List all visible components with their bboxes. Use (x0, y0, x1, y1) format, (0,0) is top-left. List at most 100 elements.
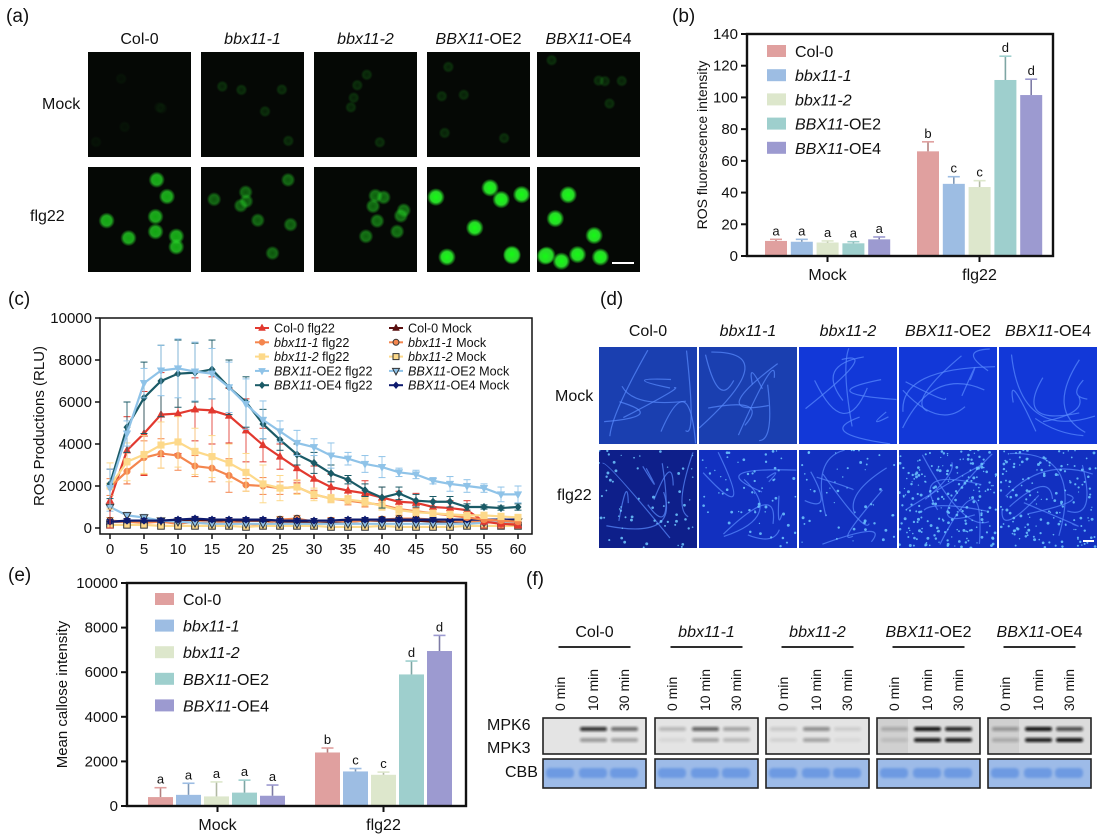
data-point-marker (225, 515, 233, 524)
aniline-blue-stained-leaf-image (699, 450, 797, 548)
y-tick-label: 60 (721, 153, 738, 170)
data-point-marker (344, 496, 352, 504)
cbb-band (579, 768, 607, 778)
data-point-marker (361, 498, 369, 506)
legend-label: bbx11-2 flg22 (274, 350, 349, 364)
legend-swatch (767, 69, 786, 82)
data-point-marker (446, 510, 454, 518)
y-axis-label: Mean callose intensity (54, 620, 71, 768)
mpk3-band (992, 738, 1019, 742)
data-point-marker (276, 516, 284, 525)
bar (399, 674, 424, 806)
data-point-marker (310, 516, 318, 525)
phospho-mapk-blot (654, 717, 759, 755)
significance-letter: c (951, 161, 958, 176)
panel-label-e: (e) (8, 565, 32, 586)
aniline-blue-stained-leaf-image (799, 347, 897, 444)
data-point-marker (208, 515, 216, 524)
data-point-marker (480, 502, 488, 512)
legend-swatch (767, 93, 786, 106)
time-point-label: 10 min (697, 669, 713, 711)
legend-swatch (155, 646, 174, 659)
data-point-marker (429, 515, 437, 524)
x-tick-label: 50 (442, 541, 459, 558)
y-tick-label: 80 (721, 121, 738, 138)
significance-letter: a (185, 767, 193, 782)
data-point-marker (344, 475, 352, 484)
y-tick-label: 10000 (76, 575, 118, 592)
blot-genotype-header: BBX11-OE4 (997, 624, 1083, 641)
ros-fluorescence-image (537, 52, 640, 157)
time-point-label: 30 min (1061, 669, 1077, 711)
data-point-marker (360, 460, 370, 469)
series-bbx11-oe2-flg22 (105, 338, 523, 508)
legend-label: BBX11-OE2 flg22 (274, 364, 372, 378)
bar (148, 797, 173, 806)
bar (1020, 95, 1043, 256)
column-header-genotype: Col-0 (120, 31, 159, 48)
y-tick-label: 8000 (85, 620, 118, 637)
time-point-label: 30 min (728, 669, 744, 711)
legend-item (389, 367, 403, 376)
data-point-marker (310, 458, 318, 468)
blot-background-shading (878, 719, 908, 753)
significance-letter: a (772, 223, 780, 238)
western-blot-panel: 0 min 10 min 30 min 0 min 10 min 30 min 0 min 1… (542, 646, 1092, 789)
x-tick-label: 30 (306, 541, 323, 558)
x-tick-label: Mock (808, 267, 847, 284)
y-tick-label: 2000 (59, 478, 92, 495)
data-point-marker (377, 464, 387, 472)
aniline-blue-stained-leaf-image (699, 347, 797, 444)
data-point-marker (496, 491, 506, 500)
data-point-marker (174, 438, 182, 446)
significance-letter: b (924, 126, 931, 141)
scale-bar (1083, 540, 1094, 542)
column-header-genotype: Col-0 (628, 323, 668, 340)
mpk3-band (834, 738, 861, 742)
data-point-marker (309, 473, 319, 482)
time-point-label: 0 min (997, 677, 1013, 711)
data-point-marker (327, 469, 335, 478)
data-point-marker (122, 512, 132, 521)
data-point-marker (258, 339, 266, 346)
mpk3-band (914, 738, 941, 742)
y-tick-label: 40 (721, 185, 738, 202)
x-tick-label: 45 (408, 541, 425, 558)
significance-letter: a (850, 226, 858, 241)
data-point-marker (174, 515, 182, 524)
legend-label: Col-0 (183, 592, 221, 609)
legend-swatch (155, 672, 174, 685)
significance-letter: c (976, 165, 983, 180)
cbb-band (722, 768, 750, 778)
data-point-marker (258, 440, 268, 449)
data-point-marker (391, 367, 401, 376)
blot-background-shading (989, 719, 1019, 753)
data-point-marker (343, 485, 353, 494)
cbb-band (833, 768, 861, 778)
mpk6-band (723, 727, 750, 731)
data-point-marker (479, 485, 489, 493)
mpk6-band (611, 727, 638, 731)
data-point-marker (292, 439, 302, 448)
data-point-marker (392, 381, 400, 390)
data-point-marker (392, 323, 400, 331)
y-tick-label: 10000 (50, 310, 92, 327)
ros-fluorescence-image (537, 167, 640, 272)
time-point-label: 30 min (616, 669, 632, 711)
data-point-marker (105, 485, 115, 493)
row-label-flg22: flg22 (557, 487, 592, 504)
y-tick-label: 8000 (59, 352, 92, 369)
mpk6-band (881, 727, 908, 731)
aniline-blue-stained-leaf-image (999, 450, 1097, 548)
aniline-blue-stained-leaf-image (999, 347, 1097, 444)
legend-item (389, 381, 403, 390)
data-point-marker (275, 428, 285, 437)
bar (260, 795, 285, 806)
cbb-band (691, 768, 719, 778)
mpk6-band (803, 727, 830, 731)
y-tick-label: 120 (713, 58, 738, 75)
significance-letter: b (324, 732, 331, 747)
y-tick-label: 0 (730, 248, 738, 265)
data-point-marker (139, 380, 149, 388)
legend-label: bbx11-2 (183, 645, 240, 662)
